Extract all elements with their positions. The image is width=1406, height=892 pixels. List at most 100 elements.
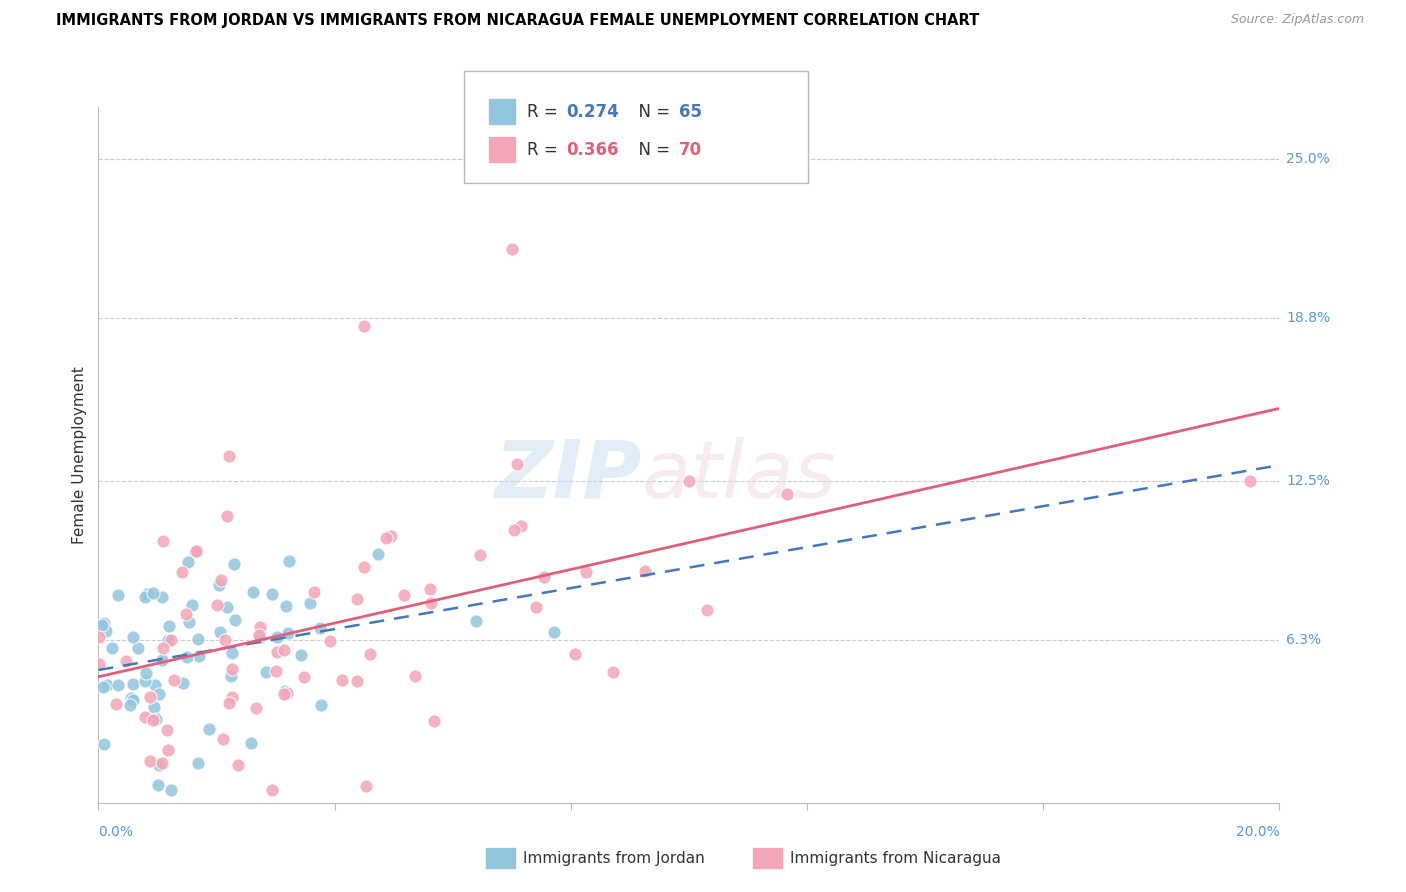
Point [292,670,315,684]
Point [148,757,170,772]
Text: 70: 70 [679,141,702,159]
Text: 12.5%: 12.5% [1286,474,1330,488]
Point [180,599,202,613]
Text: 6.3%: 6.3% [1286,633,1322,648]
Point [423,714,446,728]
Point [346,674,368,689]
Text: 20.0%: 20.0% [1236,825,1279,839]
Point [419,582,441,597]
Point [120,690,142,705]
Point [186,544,208,558]
Point [150,653,173,667]
Point [150,591,173,605]
Point [309,621,332,635]
Point [93,615,115,630]
Point [249,620,271,634]
Point [198,722,221,736]
Point [359,648,381,662]
Point [468,548,491,562]
Point [146,778,169,792]
Text: 0.366: 0.366 [567,141,619,159]
Point [274,599,297,613]
Point [245,701,267,715]
Point [330,673,353,688]
Point [533,570,555,584]
Point [353,559,375,574]
Point [501,242,523,256]
Point [121,693,143,707]
Point [309,698,332,713]
Text: 0.0%: 0.0% [98,825,134,839]
Point [93,738,115,752]
Point [89,630,111,644]
Point [122,677,145,691]
Point [184,544,207,558]
Text: Immigrants from Nicaragua: Immigrants from Nicaragua [790,851,1001,865]
Y-axis label: Female Unemployment: Female Unemployment [72,366,87,544]
Point [105,697,128,711]
Point [115,654,138,668]
Point [121,630,143,644]
Point [239,736,262,750]
Point [219,669,242,683]
Point [392,588,415,602]
Point [187,632,209,646]
Point [509,519,531,533]
Point [356,780,378,794]
Point [188,648,211,663]
Point [142,713,165,727]
Point [107,589,129,603]
Point [208,625,231,640]
Point [366,547,388,561]
Point [139,754,162,768]
Text: 65: 65 [679,103,702,120]
Point [159,632,181,647]
Point [260,783,283,797]
Point [134,591,156,605]
Text: ZIP: ZIP [495,437,641,515]
Point [299,596,322,610]
Point [101,640,124,655]
Point [156,632,179,647]
Point [96,624,118,638]
Point [156,723,179,737]
Point [273,643,295,657]
Point [602,665,624,679]
Text: N =: N = [628,103,676,120]
Point [187,756,209,770]
Text: Source: ZipAtlas.com: Source: ZipAtlas.com [1230,13,1364,27]
Point [134,710,156,724]
Text: 0.274: 0.274 [567,103,620,120]
Point [217,508,239,523]
Point [127,641,149,656]
Point [276,686,298,700]
Point [273,684,295,698]
Point [179,615,201,629]
Point [156,743,179,757]
Point [543,625,565,640]
Point [221,690,243,704]
Point [209,573,232,587]
Point [266,631,288,645]
Point [242,584,264,599]
Point [273,687,295,701]
Point [222,557,245,571]
Point [107,678,129,692]
Point [346,592,368,607]
Point [142,699,165,714]
Point [524,599,547,614]
Point [1239,474,1261,488]
Point [696,603,718,617]
Point [465,614,488,628]
Text: Immigrants from Jordan: Immigrants from Jordan [523,851,704,865]
Point [87,657,110,671]
Point [264,664,287,678]
Point [143,678,166,692]
Point [148,688,170,702]
Point [170,565,193,579]
Point [152,640,174,655]
Point [502,523,524,537]
Text: N =: N = [628,141,676,159]
Point [224,613,246,627]
Point [205,599,228,613]
